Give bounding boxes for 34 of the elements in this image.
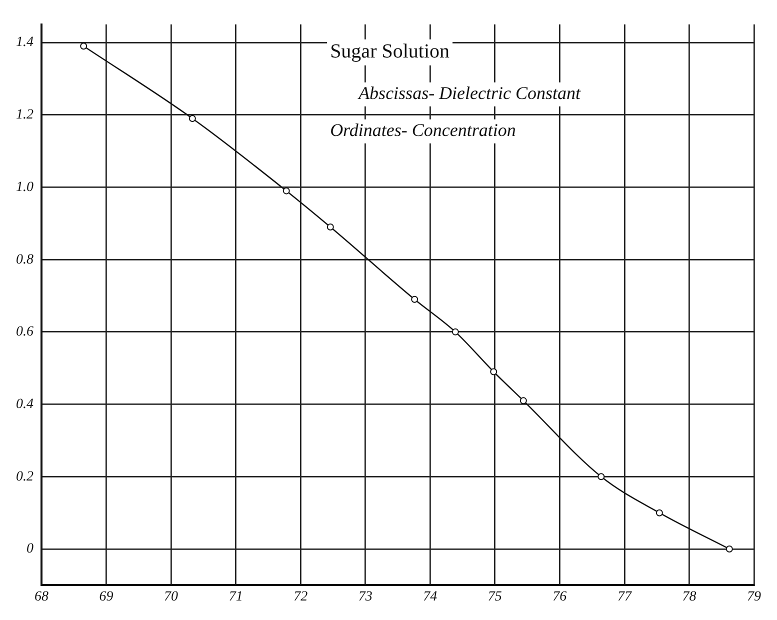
annotation: Ordinates- Concentration (330, 120, 516, 140)
y-tick-label: 0 (26, 542, 34, 557)
annotation: Abscissas- Dielectric Constant (358, 83, 582, 104)
point (282, 187, 290, 194)
x-tick-label: 78 (682, 589, 696, 604)
point (490, 368, 498, 376)
x-tick-label: 76 (552, 589, 567, 604)
x-tick-label: 71 (228, 589, 243, 604)
point (656, 509, 663, 516)
point (520, 397, 527, 404)
point (598, 473, 605, 480)
x-tick-label: 70 (164, 589, 178, 604)
x-tick-label: 77 (617, 589, 632, 604)
y-tick-label: 1.0 (16, 180, 34, 195)
x-tick-label: 68 (34, 589, 48, 604)
y-tick-label: 0.8 (16, 252, 34, 268)
point (80, 42, 88, 50)
x-tick-label: 69 (99, 589, 114, 604)
point (726, 546, 733, 553)
y-tick-label: 0.6 (16, 324, 34, 340)
x-tick-label: 74 (423, 589, 438, 604)
point (452, 328, 459, 336)
y-tick-label: 0.4 (16, 396, 34, 412)
point (326, 224, 334, 231)
text: Sugar Solution (330, 40, 450, 63)
y-tick-label: 1.4 (16, 35, 34, 50)
point (188, 114, 196, 122)
y-tick-label: 0.2 (16, 469, 34, 484)
x-tick-label: 73 (358, 589, 372, 604)
y-tick-label: 1.2 (16, 108, 34, 123)
x-tick-label: 72 (294, 589, 308, 604)
point (411, 296, 418, 303)
x-tick-label: 79 (747, 589, 761, 604)
x-tick-label: 75 (488, 589, 502, 604)
